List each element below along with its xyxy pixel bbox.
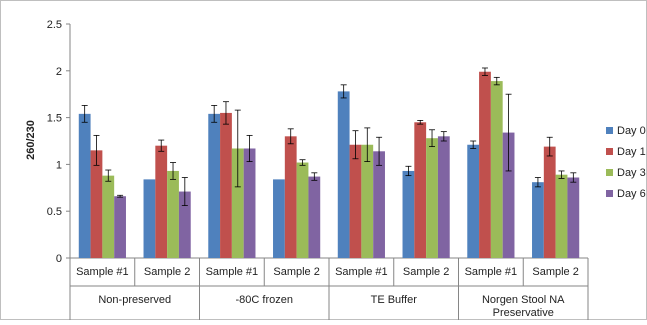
bar-day-3 xyxy=(296,162,309,258)
bar-day-0 xyxy=(337,91,350,258)
bar-day-3 xyxy=(102,175,115,258)
bar-day-1 xyxy=(479,71,491,259)
legend-label: Day 6 xyxy=(617,188,646,200)
bar-day-3 xyxy=(361,144,374,258)
x-category-label: Sample #1 xyxy=(206,266,259,278)
bar-day-0 xyxy=(143,179,156,258)
legend-label: Day 3 xyxy=(617,167,646,179)
x-group-label: Non-preserved xyxy=(98,294,171,306)
bar-day-0 xyxy=(467,144,480,258)
x-category-label: Sample #1 xyxy=(465,266,518,278)
bar-day-1 xyxy=(543,146,556,258)
legend-swatch xyxy=(606,169,613,176)
legend-label: Day 1 xyxy=(617,146,646,158)
bar-day-6 xyxy=(437,136,450,258)
bar-day-3 xyxy=(231,148,244,258)
y-tick-label: 1 xyxy=(56,159,62,171)
x-category-label: Sample 2 xyxy=(273,266,319,278)
bar-day-6 xyxy=(243,148,256,258)
x-group-label: TE Buffer xyxy=(371,294,418,306)
bar-day-6 xyxy=(178,191,191,258)
y-axis-title: 260/230 xyxy=(25,120,37,160)
x-category-label: Sample #1 xyxy=(76,266,129,278)
bar-day-3 xyxy=(555,174,568,258)
bar-day-1 xyxy=(155,145,168,258)
bar-day-0 xyxy=(402,170,415,258)
x-category-label: Sample 2 xyxy=(144,266,190,278)
bar-day-1 xyxy=(220,112,232,258)
x-category-label: Sample #1 xyxy=(335,266,388,278)
bar-day-1 xyxy=(90,150,103,258)
y-tick-label: 0 xyxy=(56,253,62,265)
y-tick-label: 1.5 xyxy=(47,113,62,125)
legend-swatch xyxy=(606,127,613,134)
x-category-label: Sample 2 xyxy=(403,266,449,278)
legend-swatch xyxy=(606,190,613,197)
bar-day-0 xyxy=(78,113,91,258)
bar-day-3 xyxy=(426,138,438,258)
legend-swatch xyxy=(606,148,613,155)
y-tick-label: 0.5 xyxy=(47,206,62,218)
bar-day-6 xyxy=(373,151,385,258)
legend-label: Day 0 xyxy=(617,125,646,137)
bar-day-1 xyxy=(349,144,362,258)
bar-day-6 xyxy=(567,177,580,258)
bar-day-3 xyxy=(167,170,179,258)
x-category-label: Sample 2 xyxy=(532,266,578,278)
bar-day-6 xyxy=(502,132,515,258)
bar-day-1 xyxy=(284,136,297,258)
bar-day-6 xyxy=(114,196,126,258)
bar-day-3 xyxy=(490,81,503,258)
bar-day-6 xyxy=(308,176,321,258)
bar-day-1 xyxy=(414,122,427,258)
x-group-label: -80C frozen xyxy=(236,294,293,306)
bar-day-0 xyxy=(532,182,544,258)
bar-day-0 xyxy=(208,113,221,258)
y-tick-label: 2.5 xyxy=(47,19,62,31)
x-group-label: Norgen Stool NA Preservative xyxy=(482,294,565,319)
bar-day-0 xyxy=(273,179,285,258)
y-tick-label: 2 xyxy=(56,66,62,78)
